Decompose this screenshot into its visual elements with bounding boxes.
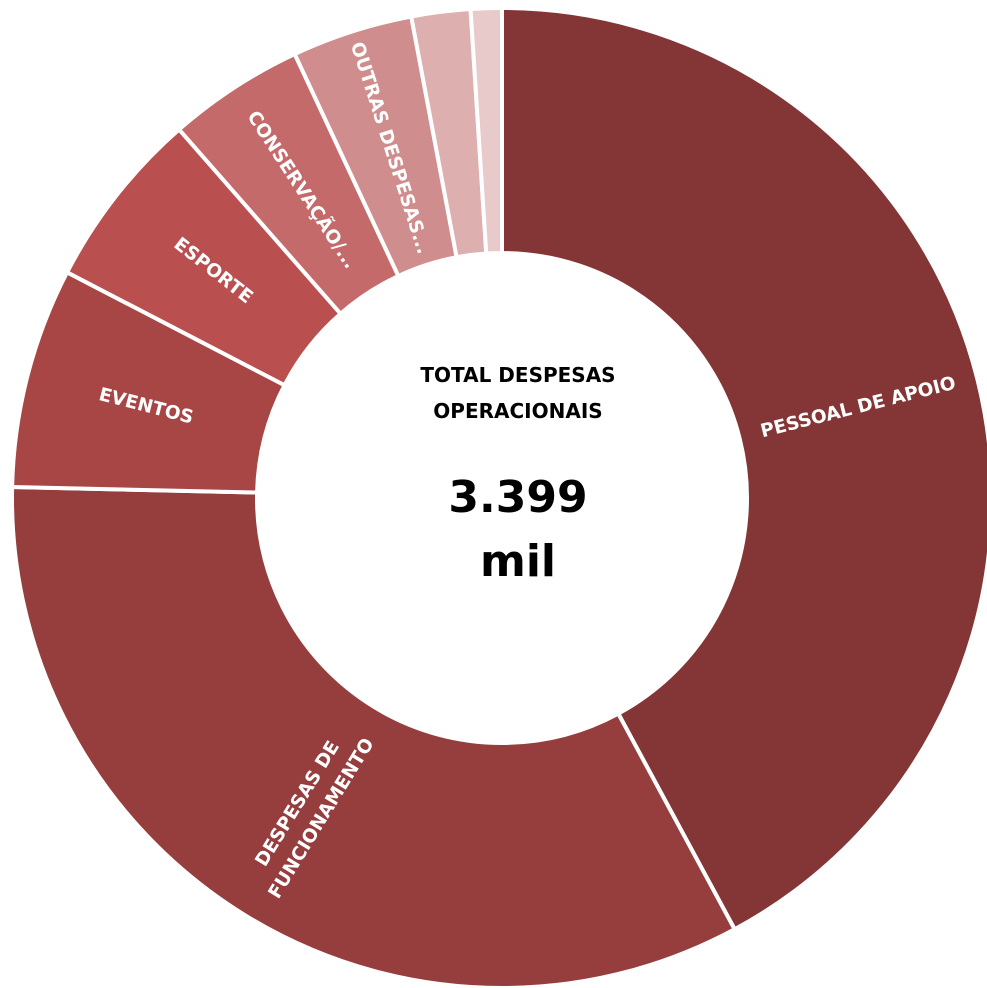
center-title-line1: TOTAL DESPESAS	[420, 363, 615, 387]
slice-pessoal-de-apoio	[500, 6, 987, 932]
slice-unlabeled-8	[468, 6, 504, 256]
center-title-line2: OPERACIONAIS	[433, 399, 602, 423]
center-total-unit: mil	[480, 536, 556, 587]
center-summary: TOTAL DESPESAS OPERACIONAIS 3.399 mil	[420, 363, 615, 587]
center-total-value: 3.399	[448, 472, 587, 523]
slice-despesas-de-funcionamento	[10, 484, 737, 988]
chart-slices	[10, 6, 987, 988]
